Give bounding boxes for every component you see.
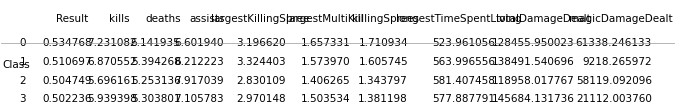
Text: Class: Class [3,60,30,70]
